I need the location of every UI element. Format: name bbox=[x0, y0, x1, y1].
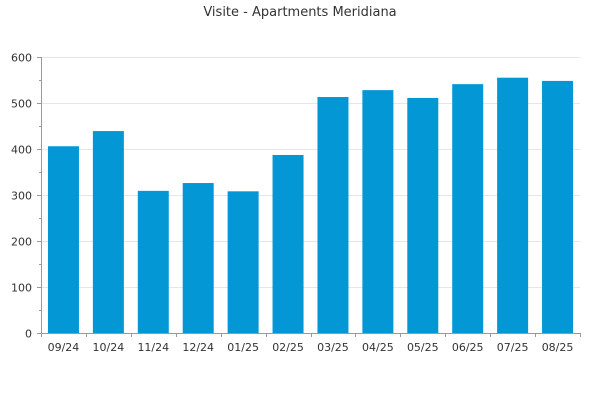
bars bbox=[47, 77, 574, 334]
x-tick-label: 09/24 bbox=[48, 341, 80, 354]
x-tick-label: 08/25 bbox=[542, 341, 574, 354]
grid-lines bbox=[41, 57, 580, 288]
x-tick-label: 10/24 bbox=[93, 341, 125, 354]
x-tick-label: 12/24 bbox=[182, 341, 214, 354]
y-tick-labels: 0 100 200 300 400 500 600 bbox=[11, 52, 32, 341]
bar bbox=[272, 154, 304, 333]
x-tick-labels: 09/24 10/24 11/24 12/24 01/25 02/25 03/25 04/25… bbox=[48, 341, 574, 354]
y-tick-label: 600 bbox=[11, 52, 32, 65]
x-tick-label: 06/25 bbox=[452, 341, 484, 354]
x-tick-label: 03/25 bbox=[317, 341, 349, 354]
y-tick-label: 200 bbox=[11, 236, 32, 249]
y-tick-label: 400 bbox=[11, 144, 32, 157]
bar bbox=[497, 77, 529, 333]
bar bbox=[542, 80, 574, 333]
y-tick-label: 300 bbox=[11, 190, 32, 203]
bar bbox=[452, 84, 484, 333]
y-tick-label: 0 bbox=[25, 328, 32, 341]
bar bbox=[407, 97, 439, 333]
axes bbox=[37, 57, 581, 337]
bar bbox=[317, 97, 349, 334]
x-tick-label: 11/24 bbox=[137, 341, 169, 354]
bar bbox=[47, 146, 79, 333]
x-tick-label: 07/25 bbox=[497, 341, 529, 354]
x-tick-label: 05/25 bbox=[407, 341, 439, 354]
x-tick-label: 02/25 bbox=[272, 341, 304, 354]
bar bbox=[137, 190, 169, 333]
x-tick-label: 01/25 bbox=[227, 341, 259, 354]
x-tick-label: 04/25 bbox=[362, 341, 394, 354]
y-tick-label: 100 bbox=[11, 282, 32, 295]
bar bbox=[92, 131, 124, 333]
bar bbox=[362, 90, 394, 334]
bar bbox=[227, 191, 259, 333]
y-tick-label: 500 bbox=[11, 98, 32, 111]
bar bbox=[182, 183, 214, 333]
chart-title: Visite - Apartments Meridiana bbox=[203, 5, 396, 20]
